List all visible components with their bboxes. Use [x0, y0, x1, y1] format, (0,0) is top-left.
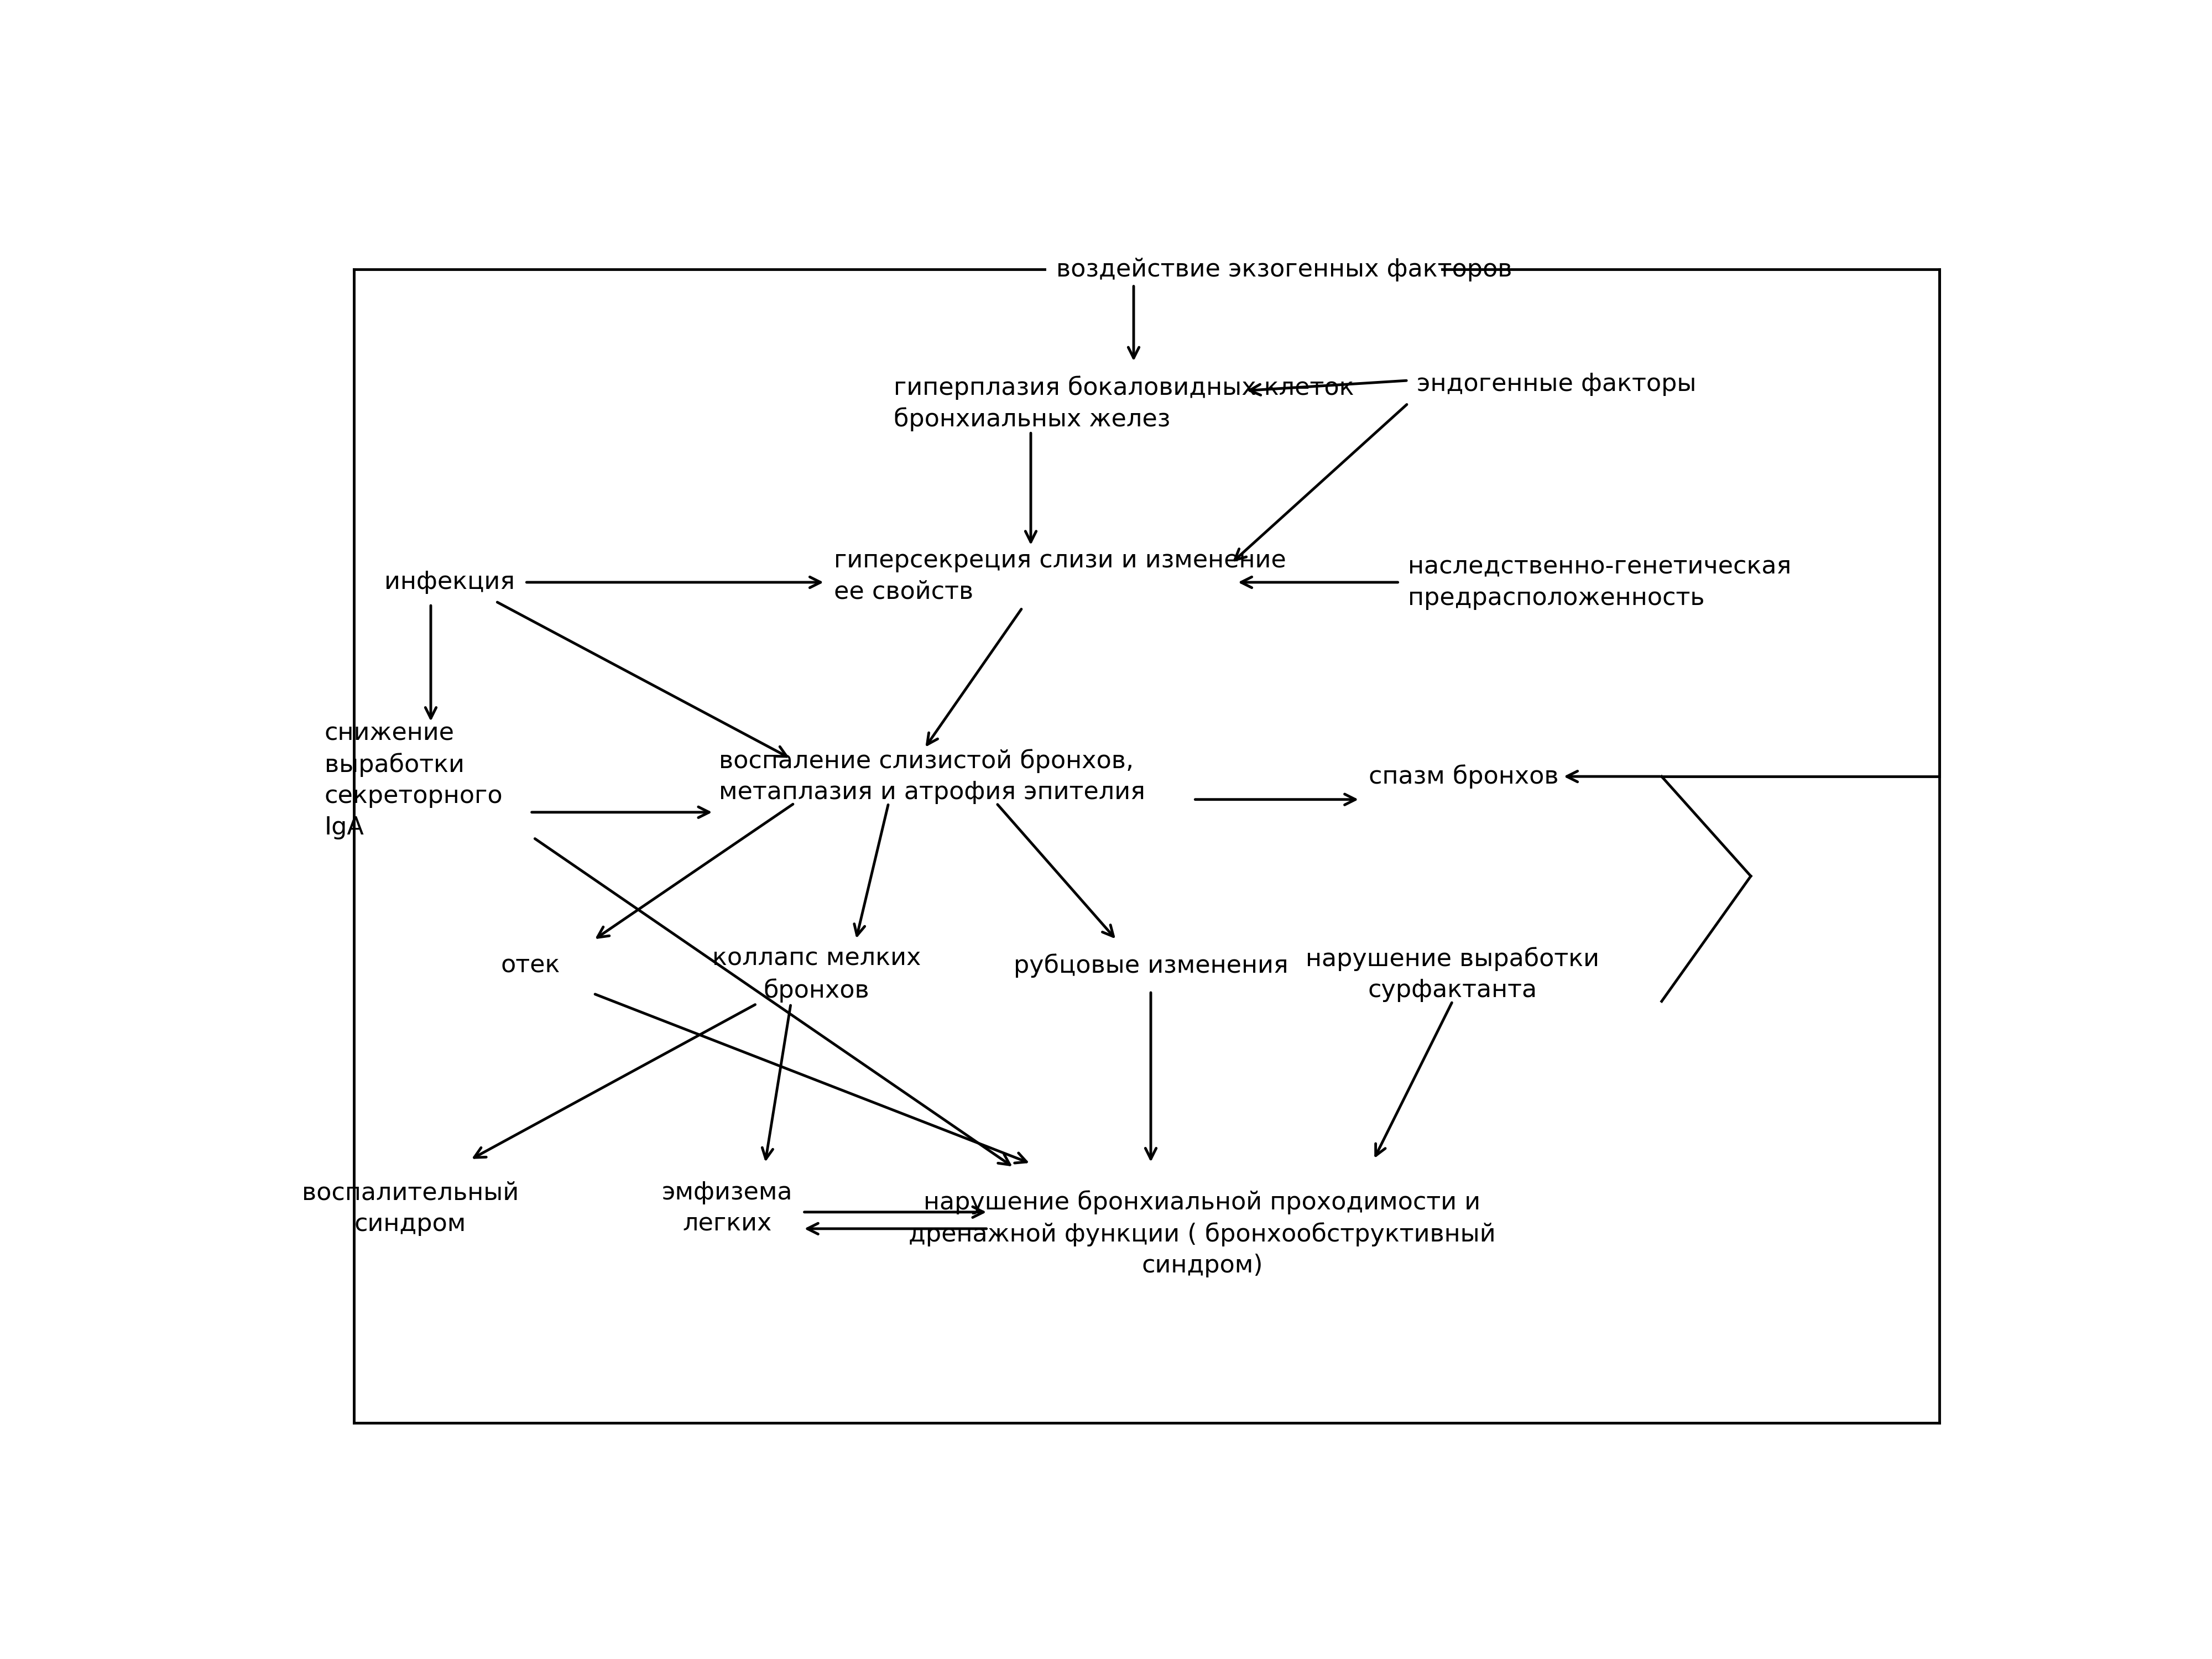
Text: гиперсекреция слизи и изменение
ее свойств: гиперсекреция слизи и изменение ее свойс… [834, 549, 1285, 604]
Text: рубцовые изменения: рубцовые изменения [1013, 954, 1287, 977]
Text: снижение
выработки
секреторного
IgA: снижение выработки секреторного IgA [325, 722, 502, 839]
Text: эмфизема
легких: эмфизема легких [661, 1181, 792, 1236]
Text: гиперплазия бокаловидных клеток
бронхиальных желез: гиперплазия бокаловидных клеток бронхиал… [894, 375, 1354, 431]
Text: спазм бронхов: спазм бронхов [1369, 765, 1559, 788]
Text: инфекция: инфекция [385, 571, 515, 594]
Text: отек: отек [500, 954, 560, 977]
Text: коллапс мелких
бронхов: коллапс мелких бронхов [712, 947, 920, 1002]
Text: нарушение бронхиальной проходимости и
дренажной функции ( бронхообструктивный
си: нарушение бронхиальной проходимости и др… [909, 1190, 1495, 1277]
Text: воздействие экзогенных факторов: воздействие экзогенных факторов [1057, 257, 1513, 282]
Text: эндогенные факторы: эндогенные факторы [1416, 372, 1697, 397]
Text: воспалительный
синдром: воспалительный синдром [301, 1181, 518, 1236]
Text: нарушение выработки
сурфактанта: нарушение выработки сурфактанта [1305, 947, 1599, 1002]
Text: наследственно-генетическая
предрасположенность: наследственно-генетическая предрасположе… [1409, 554, 1792, 611]
Text: воспаление слизистой бронхов,
метаплазия и атрофия эпителия: воспаление слизистой бронхов, метаплазия… [719, 748, 1146, 805]
